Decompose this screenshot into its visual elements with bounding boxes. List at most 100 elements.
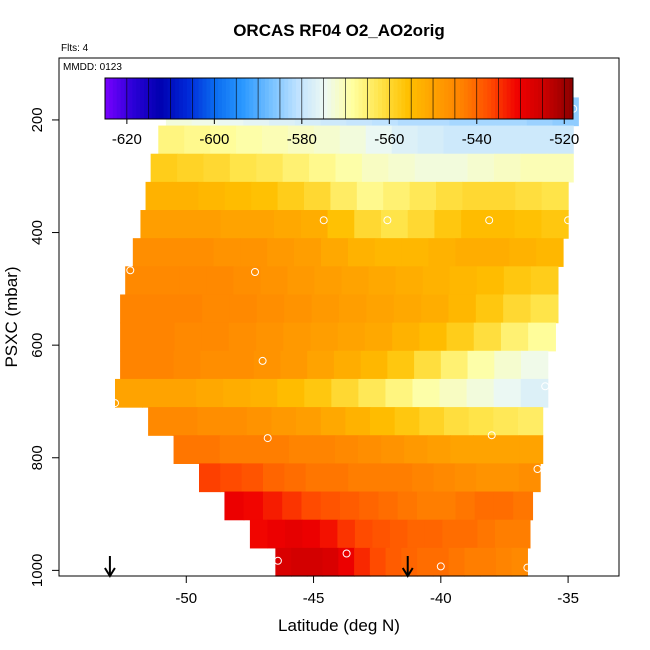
colorbar-segment [467, 78, 473, 119]
colorbar-segment [475, 78, 480, 119]
heatmap-cell [477, 519, 496, 549]
heatmap-cell [173, 350, 201, 380]
heatmap-cell [186, 238, 215, 267]
heatmap-cell [275, 547, 292, 577]
heatmap-cell [503, 266, 532, 296]
heatmap-cell [417, 547, 434, 577]
heatmap-cell [475, 294, 504, 324]
colorbar-tick-label: -560 [374, 131, 404, 148]
colorbar-segment [331, 78, 336, 119]
heatmap-cell [474, 491, 495, 521]
heatmap-cell [467, 153, 495, 183]
heatmap-cell [243, 491, 264, 521]
heatmap-cell [446, 322, 475, 352]
heatmap-cell [305, 463, 328, 493]
heatmap-cell [354, 547, 371, 577]
heatmap-cell [348, 463, 371, 493]
heatmap-cell [322, 547, 339, 577]
heatmap-cell [407, 210, 436, 239]
heatmap-cell [347, 238, 376, 267]
heatmap-cell [436, 491, 457, 521]
heatmap-cell [115, 378, 143, 408]
heatmap-cell [142, 378, 170, 408]
heatmap-cell [530, 266, 559, 296]
data-marker [342, 549, 351, 558]
heatmap-cell [224, 491, 245, 521]
heatmap-cell [223, 378, 251, 408]
heatmap-cell [487, 210, 516, 239]
colorbar-segment [144, 78, 149, 119]
heatmap-cell [321, 238, 349, 267]
colorbar-segment [105, 78, 110, 119]
heatmap-cell [412, 378, 441, 408]
colorbar: -620 -600 -580 -560 -540 -520 [104, 77, 579, 148]
data-marker [111, 399, 119, 408]
heatmap-cell [198, 181, 226, 211]
heatmap-cell [179, 266, 207, 296]
heatmap-cell [495, 547, 513, 577]
colorbar-segment [530, 78, 535, 119]
colorbar-segment [257, 78, 262, 119]
heatmap-cell [360, 350, 388, 380]
colorbar-segment [132, 78, 137, 119]
colorbar-segment [136, 78, 141, 119]
heatmap-cell [301, 491, 322, 521]
colorbar-segment [307, 78, 313, 119]
flights-label: Flts: 4 [61, 43, 89, 54]
heatmap-cell [439, 378, 468, 408]
heatmap-cell [476, 266, 505, 296]
colorbar-segment [541, 78, 547, 119]
heatmap-cell [219, 435, 244, 464]
heatmap-cell [250, 378, 278, 408]
heatmap-cell [455, 491, 476, 521]
colorbar-tick-label: -600 [199, 131, 229, 148]
heatmap-cell [459, 519, 479, 549]
heatmap-cell [120, 322, 148, 352]
heatmap-cell [314, 266, 343, 296]
heatmap-cell [466, 378, 495, 408]
colorbar-segment [424, 78, 430, 119]
heatmap-cell [247, 210, 275, 239]
y-tick-label: 600 [29, 333, 46, 358]
heatmap-cell [547, 125, 574, 155]
heatmap-cell [372, 519, 391, 549]
heatmap-cell [455, 238, 483, 267]
heatmap-cell [262, 463, 285, 493]
heatmap-cell [304, 181, 332, 211]
heatmap-cell [378, 491, 399, 521]
colorbar-segment [300, 78, 305, 119]
heatmap-cell [265, 435, 290, 464]
heatmap-cell [277, 181, 305, 211]
heatmap-cell [307, 350, 335, 380]
colorbar-segment [163, 78, 168, 119]
colorbar-segment [487, 78, 492, 119]
colorbar-segment [151, 78, 157, 119]
colorbar-segment [339, 78, 344, 119]
colorbar-segment [233, 78, 239, 119]
heatmap-cell [172, 407, 199, 436]
heatmap-cell [228, 322, 257, 352]
colorbar-segment [448, 78, 453, 119]
heatmap-cell [520, 153, 548, 183]
heatmap-cell [202, 294, 231, 324]
y-axis-label: PSXC (mbar) [2, 266, 21, 367]
heatmap-cell [140, 210, 168, 239]
x-tick-label: -50 [175, 590, 197, 607]
colorbar-segment [506, 78, 512, 119]
colorbar-segment [401, 78, 406, 119]
colorbar-segment [413, 78, 418, 119]
heatmap-cell [233, 266, 262, 296]
colorbar-frame [104, 77, 574, 120]
colorbar-segment [237, 78, 242, 119]
heatmap-cell [331, 378, 360, 408]
heatmap-cell [528, 322, 556, 352]
heatmap-cell [416, 491, 437, 521]
colorbar-segment [249, 78, 254, 119]
colorbar-segment [284, 78, 289, 119]
colorbar-segment [186, 78, 192, 119]
heatmap-cell [391, 125, 419, 155]
heatmap-cell [442, 519, 461, 549]
heatmap-cell [147, 322, 176, 352]
heatmap-cell [220, 463, 243, 493]
data-marker [319, 216, 328, 225]
